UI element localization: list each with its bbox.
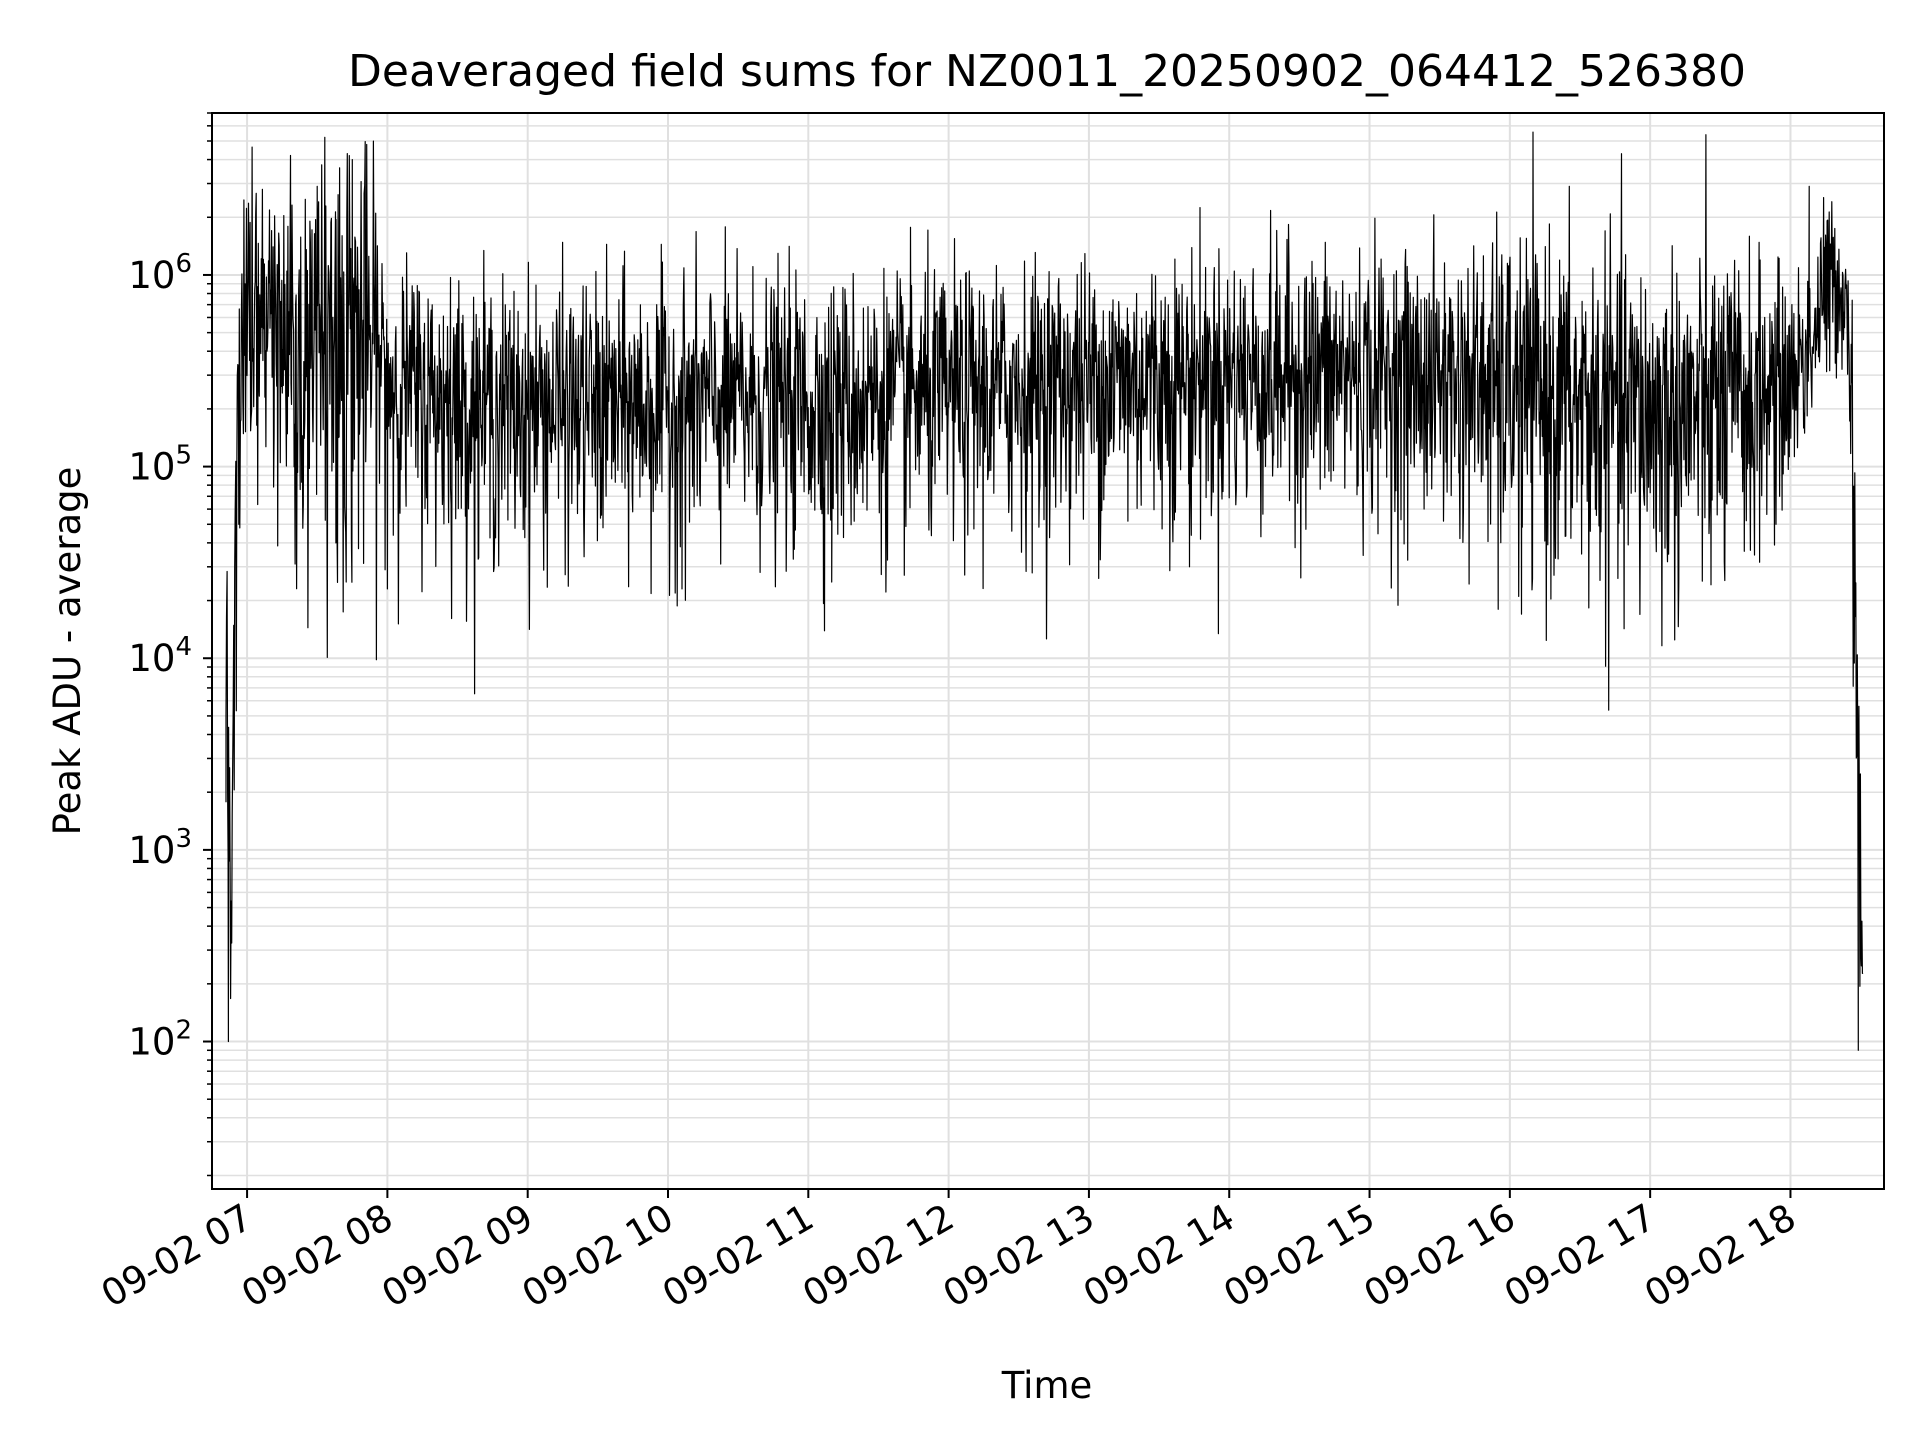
y-tick-exponent: 4 [175, 632, 192, 662]
y-tick-exponent: 5 [175, 441, 192, 471]
y-axis-label: Peak ADU - average [46, 467, 89, 836]
series-line [225, 131, 1864, 1051]
y-tick-base: 10 [128, 829, 175, 872]
chart-title: Deaveraged field sums for NZ0011_2025090… [348, 46, 1746, 97]
series-line-group [225, 131, 1864, 1051]
y-tick-label: 103 [128, 824, 192, 872]
y-tick-base: 10 [128, 637, 175, 680]
x-axis-label: Time [1001, 1364, 1093, 1407]
y-tick-base: 10 [128, 1021, 175, 1064]
plot-frame [211, 112, 1885, 1190]
y-tick-base: 10 [128, 254, 175, 297]
y-tick-exponent: 3 [175, 824, 192, 854]
y-tick-label: 102 [128, 1016, 192, 1064]
y-tick-exponent: 2 [175, 1016, 192, 1046]
y-tick-label: 104 [128, 632, 192, 680]
y-tick-label: 105 [128, 441, 192, 489]
y-tick-exponent: 6 [175, 249, 192, 279]
y-tick-label: 106 [128, 249, 192, 297]
y-tick-base: 10 [128, 446, 175, 489]
